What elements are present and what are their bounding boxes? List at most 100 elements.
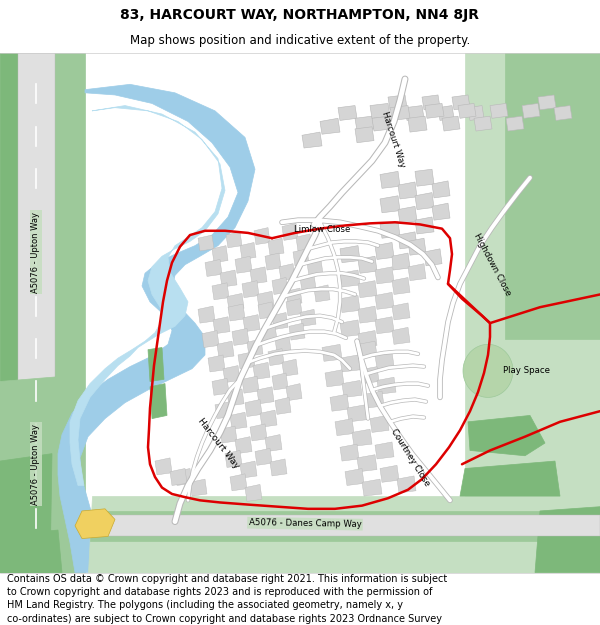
Polygon shape — [358, 331, 377, 348]
Polygon shape — [408, 264, 426, 281]
Polygon shape — [220, 270, 237, 287]
Polygon shape — [320, 118, 340, 134]
Polygon shape — [245, 484, 262, 501]
Polygon shape — [375, 442, 394, 459]
Polygon shape — [538, 95, 556, 110]
Polygon shape — [380, 196, 400, 212]
Polygon shape — [392, 278, 410, 294]
Polygon shape — [270, 459, 287, 476]
Polygon shape — [342, 381, 362, 398]
Polygon shape — [468, 416, 545, 456]
Text: Highdown Close: Highdown Close — [472, 232, 512, 298]
Polygon shape — [370, 104, 390, 118]
Polygon shape — [296, 234, 312, 251]
Polygon shape — [340, 246, 360, 262]
Polygon shape — [468, 106, 484, 121]
Polygon shape — [415, 217, 434, 234]
Polygon shape — [215, 402, 232, 419]
Polygon shape — [398, 232, 417, 249]
Polygon shape — [392, 303, 410, 320]
Polygon shape — [247, 339, 263, 356]
Text: A5076 - Upton Way: A5076 - Upton Way — [31, 424, 41, 505]
Polygon shape — [272, 312, 288, 329]
Polygon shape — [405, 106, 424, 121]
Polygon shape — [0, 454, 52, 572]
Polygon shape — [230, 474, 247, 491]
Polygon shape — [388, 95, 407, 110]
Polygon shape — [253, 362, 270, 379]
Polygon shape — [265, 253, 281, 270]
Polygon shape — [202, 331, 219, 348]
Polygon shape — [75, 509, 115, 539]
Polygon shape — [217, 341, 234, 358]
Polygon shape — [227, 389, 244, 406]
Polygon shape — [474, 116, 492, 131]
Polygon shape — [170, 469, 187, 486]
Polygon shape — [0, 52, 85, 572]
Polygon shape — [392, 328, 410, 344]
Polygon shape — [213, 317, 230, 334]
Polygon shape — [293, 249, 309, 266]
Polygon shape — [325, 370, 344, 387]
Polygon shape — [398, 182, 417, 199]
Polygon shape — [279, 264, 295, 281]
Polygon shape — [282, 359, 298, 376]
Polygon shape — [198, 306, 215, 323]
Polygon shape — [340, 355, 360, 372]
Polygon shape — [289, 323, 305, 340]
Polygon shape — [365, 391, 384, 408]
Polygon shape — [227, 293, 244, 311]
Polygon shape — [432, 203, 450, 220]
Polygon shape — [460, 461, 560, 496]
Polygon shape — [235, 437, 252, 454]
Polygon shape — [212, 246, 228, 262]
Polygon shape — [375, 267, 394, 284]
Polygon shape — [554, 106, 572, 121]
Polygon shape — [442, 116, 460, 131]
Polygon shape — [275, 398, 291, 414]
Polygon shape — [347, 405, 367, 422]
Polygon shape — [375, 352, 394, 369]
Polygon shape — [372, 116, 392, 131]
Polygon shape — [338, 106, 357, 121]
Polygon shape — [242, 376, 259, 393]
Polygon shape — [286, 384, 302, 401]
Polygon shape — [175, 469, 192, 486]
Text: 83, HARCOURT WAY, NORTHAMPTON, NN4 8JR: 83, HARCOURT WAY, NORTHAMPTON, NN4 8JR — [121, 8, 479, 22]
Polygon shape — [208, 355, 225, 372]
Polygon shape — [506, 116, 524, 131]
Polygon shape — [286, 288, 302, 305]
Polygon shape — [422, 95, 440, 110]
Polygon shape — [358, 256, 377, 273]
Text: Contains OS data © Crown copyright and database right 2021. This information is : Contains OS data © Crown copyright and d… — [7, 574, 448, 625]
Polygon shape — [232, 328, 249, 346]
Polygon shape — [377, 378, 396, 394]
Polygon shape — [302, 132, 322, 148]
Polygon shape — [408, 116, 427, 132]
Polygon shape — [340, 296, 360, 312]
Polygon shape — [380, 466, 399, 482]
Polygon shape — [238, 352, 255, 369]
Polygon shape — [314, 285, 330, 302]
Polygon shape — [535, 507, 600, 572]
Polygon shape — [345, 469, 364, 486]
Polygon shape — [240, 461, 257, 478]
Text: Limlow Close: Limlow Close — [294, 225, 350, 234]
Polygon shape — [220, 426, 237, 443]
Polygon shape — [358, 306, 377, 323]
Polygon shape — [212, 282, 229, 300]
Polygon shape — [198, 235, 214, 251]
Polygon shape — [205, 259, 222, 276]
Polygon shape — [452, 95, 470, 110]
Polygon shape — [335, 419, 354, 436]
Polygon shape — [398, 206, 417, 223]
Polygon shape — [322, 344, 342, 361]
Polygon shape — [307, 259, 323, 276]
Polygon shape — [93, 515, 600, 536]
Polygon shape — [255, 448, 272, 466]
Polygon shape — [0, 376, 65, 572]
Polygon shape — [465, 52, 600, 572]
Polygon shape — [490, 104, 508, 118]
Polygon shape — [190, 479, 207, 496]
Polygon shape — [358, 281, 377, 298]
